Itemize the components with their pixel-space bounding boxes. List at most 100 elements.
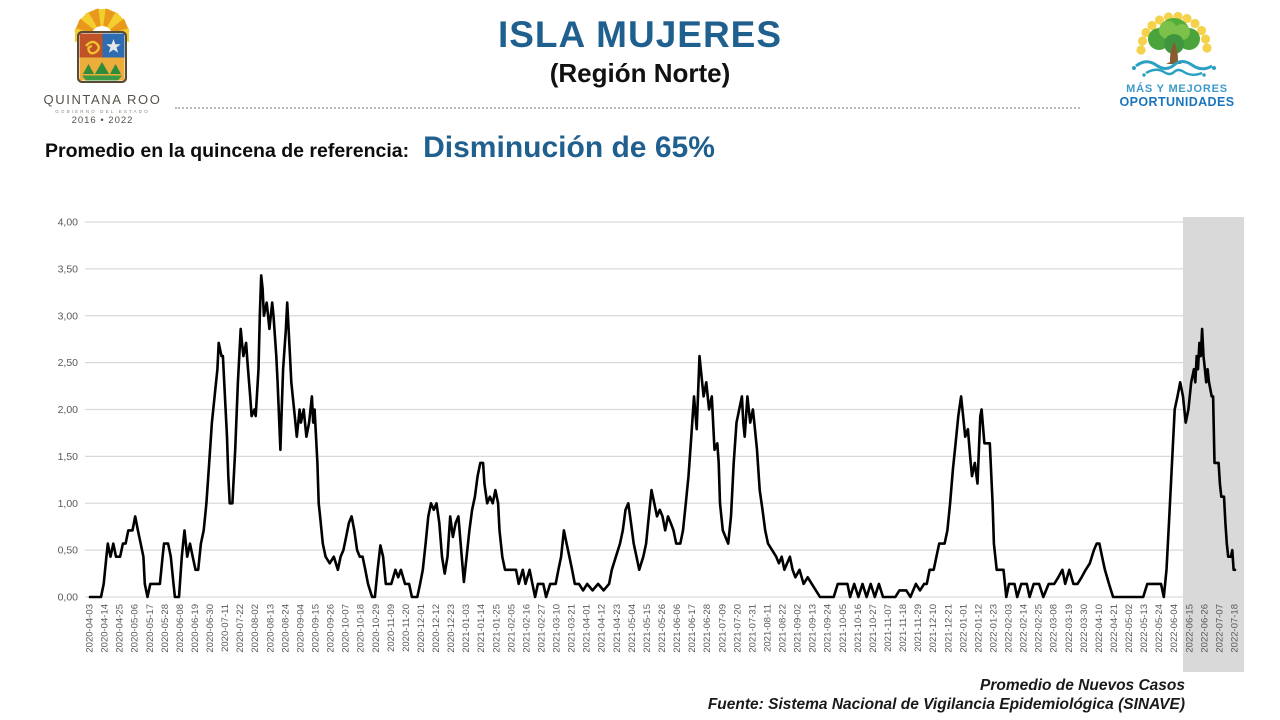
x-tick-label: 2021-05-04 xyxy=(627,604,638,653)
x-tick-label: 2022-03-30 xyxy=(1079,604,1090,653)
x-tick-label: 2020-07-11 xyxy=(220,604,231,652)
x-tick-label: 2020-05-17 xyxy=(145,604,156,653)
quintana-roo-logo-title: QUINTANA ROO xyxy=(43,92,162,107)
x-tick-label: 2022-05-13 xyxy=(1139,604,1150,653)
x-tick-label: 2021-04-23 xyxy=(612,604,623,653)
x-tick-label: 2021-09-24 xyxy=(823,604,834,653)
oportunidades-logo-line1: MÁS Y MEJORES xyxy=(1126,83,1228,95)
y-tick-label: 0,00 xyxy=(58,592,79,604)
x-tick-label: 2022-02-03 xyxy=(1004,604,1015,653)
y-tick-label: 3,50 xyxy=(58,263,79,275)
chart-footer: Promedio de Nuevos Casos Fuente: Sistema… xyxy=(708,676,1185,715)
new-cases-average-line xyxy=(88,274,1237,599)
page-title: ISLA MUJERES xyxy=(497,14,783,55)
x-tick-label: 2021-04-01 xyxy=(582,604,593,653)
y-tick-label: 4,00 xyxy=(58,217,79,229)
x-tick-label: 2020-04-14 xyxy=(100,604,111,653)
x-tick-label: 2020-10-18 xyxy=(356,604,367,653)
x-tick-label: 2020-08-02 xyxy=(250,604,261,653)
y-tick-label: 2,00 xyxy=(58,404,79,416)
x-tick-label: 2020-06-08 xyxy=(175,604,186,653)
y-tick-label: 1,50 xyxy=(58,451,79,463)
source-caption: Fuente: Sistema Nacional de Vigilancia E… xyxy=(707,696,1185,714)
quintana-roo-logo-years: 2016 • 2022 xyxy=(71,115,134,126)
x-tick-label: 2021-01-25 xyxy=(491,604,502,653)
x-tick-label: 2022-01-23 xyxy=(988,604,999,653)
x-tick-label: 2022-04-10 xyxy=(1094,604,1105,653)
x-tick-label: 2020-12-12 xyxy=(431,604,442,653)
x-tick-label: 2021-11-29 xyxy=(913,604,924,652)
x-tick-label: 2021-02-16 xyxy=(521,604,532,653)
summary-row: Promedio en la quincena de referencia: D… xyxy=(45,131,715,165)
x-tick-label: 2022-02-25 xyxy=(1034,604,1045,653)
x-tick-label: 2020-06-19 xyxy=(190,604,201,653)
x-tick-label: 2020-09-26 xyxy=(326,604,337,653)
x-tick-label: 2021-06-17 xyxy=(687,604,698,653)
summary-label: Promedio en la quincena de referencia: xyxy=(45,140,410,162)
x-tick-label: 2021-09-02 xyxy=(793,604,804,653)
x-tick-label: 2021-12-10 xyxy=(928,604,939,653)
x-tick-label: 2021-10-27 xyxy=(868,604,879,653)
series-caption: Promedio de Nuevos Casos xyxy=(979,677,1185,694)
x-tick-label: 2020-06-30 xyxy=(205,604,216,653)
x-tick-label: 2021-06-06 xyxy=(672,604,683,653)
x-tick-label: 2022-05-02 xyxy=(1124,604,1135,653)
x-tick-label: 2022-03-08 xyxy=(1049,604,1060,653)
x-tick-label: 2020-11-09 xyxy=(386,604,397,652)
x-tick-label: 2022-07-07 xyxy=(1214,604,1225,653)
y-tick-label: 1,00 xyxy=(58,498,79,510)
x-tick-label: 2020-09-04 xyxy=(295,604,306,653)
y-tick-label: 2,50 xyxy=(58,357,79,369)
x-tick-label: 2021-09-13 xyxy=(808,604,819,653)
x-tick-label: 2021-03-10 xyxy=(552,604,563,653)
oportunidades-logo: MÁS Y MEJORES OPORTUNIDADES xyxy=(1112,6,1242,109)
x-tick-label: 2020-04-03 xyxy=(85,604,96,653)
x-tick-label: 2021-03-21 xyxy=(567,604,578,653)
quintana-roo-logo-subtitle: GOBIERNO DEL ESTADO xyxy=(55,109,150,114)
x-tick-label: 2021-01-03 xyxy=(461,604,472,653)
x-tick-label: 2020-12-01 xyxy=(416,604,427,653)
x-tick-label: 2022-05-24 xyxy=(1154,604,1165,653)
x-tick-label: 2022-02-14 xyxy=(1019,604,1030,653)
dotted-divider xyxy=(175,107,1080,109)
x-tick-label: 2021-07-09 xyxy=(717,604,728,653)
x-tick-label: 2020-10-29 xyxy=(371,604,382,653)
x-tick-label: 2022-03-19 xyxy=(1064,604,1075,653)
x-tick-label: 2021-10-16 xyxy=(853,604,864,653)
line-chart: 0,00 0,50 1,00 1,50 2,00 2,50 3,00 3,50 4,00 2020… xyxy=(0,200,1280,680)
y-tick-label: 3,00 xyxy=(58,310,79,322)
x-tick-label: 2021-08-11 xyxy=(762,604,773,652)
x-tick-label: 2021-05-15 xyxy=(642,604,653,653)
tree-sun-waves-icon xyxy=(1132,11,1216,77)
x-tick-label: 2022-06-15 xyxy=(1184,604,1195,653)
x-tick-label: 2020-08-24 xyxy=(280,604,291,653)
x-tick-label: 2020-10-07 xyxy=(341,604,352,653)
chart-canvas: 0,00 0,50 1,00 1,50 2,00 2,50 3,00 3,50 4,00 2020… xyxy=(58,217,1245,672)
x-tick-label: 2021-11-18 xyxy=(898,604,909,652)
x-tick-label: 2021-05-26 xyxy=(657,604,668,653)
y-tick-label: 0,50 xyxy=(58,545,79,557)
x-tick-label: 2021-12-21 xyxy=(943,604,954,653)
x-tick-label: 2021-02-05 xyxy=(506,604,517,653)
page-title-block: ISLA MUJERES (Región Norte) xyxy=(0,14,1280,89)
x-tick-label: 2022-01-01 xyxy=(958,604,969,653)
x-tick-label: 2022-04-21 xyxy=(1109,604,1120,653)
summary-value: Disminución de 65% xyxy=(423,131,715,164)
x-tick-label: 2021-06-28 xyxy=(702,604,713,653)
x-tick-label: 2020-11-20 xyxy=(401,604,412,652)
page-subtitle: (Región Norte) xyxy=(549,58,731,88)
x-tick-label: 2021-07-20 xyxy=(732,604,743,653)
x-tick-label: 2020-12-23 xyxy=(446,604,457,653)
x-tick-label: 2022-01-12 xyxy=(973,604,984,653)
x-tick-label: 2020-09-15 xyxy=(310,604,321,653)
x-tick-label: 2021-10-05 xyxy=(838,604,849,653)
x-tick-label: 2021-11-07 xyxy=(883,604,894,652)
x-tick-label: 2021-01-14 xyxy=(476,604,487,653)
oportunidades-logo-line2: OPORTUNIDADES xyxy=(1119,95,1235,109)
x-tick-label: 2022-06-04 xyxy=(1169,604,1180,653)
quintana-roo-emblem-icon xyxy=(74,8,130,83)
x-tick-label: 2020-08-13 xyxy=(265,604,276,653)
x-tick-label: 2020-04-25 xyxy=(115,604,126,653)
x-tick-label: 2022-07-18 xyxy=(1230,604,1241,653)
quintana-roo-logo: QUINTANA ROO GOBIERNO DEL ESTADO 2016 • … xyxy=(40,6,165,126)
